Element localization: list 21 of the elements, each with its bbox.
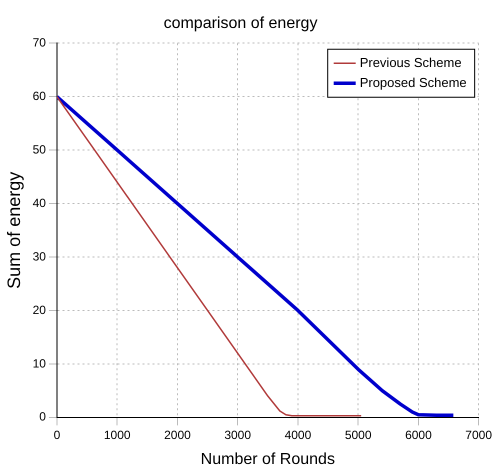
y-tick-label: 20 — [32, 302, 46, 317]
x-tick-label: 4000 — [284, 428, 312, 442]
y-axis-title: Sum of energy — [4, 172, 24, 289]
y-tick-label: 30 — [32, 249, 46, 264]
x-tick-label: 7000 — [465, 428, 492, 442]
x-tick-label: 5000 — [344, 428, 372, 442]
y-tick-label: 40 — [32, 196, 46, 210]
x-tick-label: 1000 — [104, 428, 131, 442]
y-tick-label: 0 — [39, 410, 46, 424]
y-tick-label: 10 — [32, 356, 46, 370]
y-tick-label: 50 — [32, 142, 46, 156]
legend-label: Proposed Scheme — [360, 74, 467, 90]
x-tick-label: 3000 — [224, 428, 252, 442]
x-axis-title: Number of Rounds — [200, 450, 335, 468]
x-tick-label: 2000 — [164, 428, 192, 442]
legend-label: Previous Scheme — [360, 54, 462, 70]
x-tick-label: 0 — [54, 428, 61, 442]
y-tick-label: 60 — [32, 88, 46, 103]
y-tick-label: 70 — [32, 36, 46, 50]
x-tick-label: 6000 — [405, 428, 432, 442]
chart-title: comparison of energy — [164, 15, 318, 32]
